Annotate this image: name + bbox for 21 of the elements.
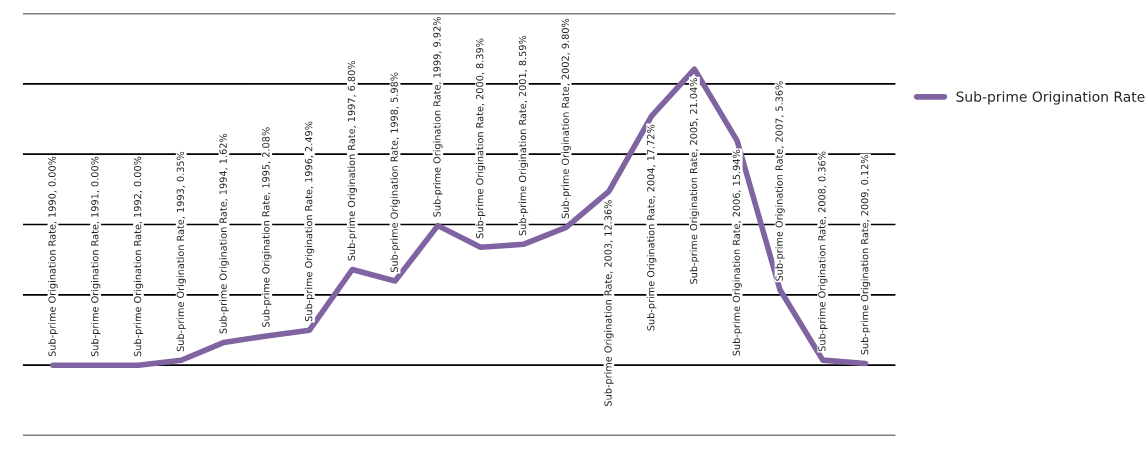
data-label: Sub-prime Origination Rate, 1999, 9.92% [433, 17, 443, 217]
data-label: Sub-prime Origination Rate, 1993, 0.35% [176, 151, 186, 352]
data-label: Sub-prime Origination Rate, 1990, 0.00% [48, 156, 58, 357]
data-label: Sub-prime Origination Rate, 2004, 17.72% [646, 124, 657, 331]
data-label: Sub-prime Origination Rate, 2005, 21.04% [689, 78, 700, 284]
data-label: Sub-prime Origination Rate, 2007, 5.36% [775, 81, 785, 281]
data-label: Sub-prime Origination Rate, 1997, 6.80% [347, 60, 357, 261]
data-label: Sub-prime Origination Rate, 2008, 0.36% [818, 151, 828, 352]
data-label: Sub-prime Origination Rate, 1991, 0.00% [90, 156, 101, 357]
data-label: Sub-prime Origination Rate, 2000, 8.39% [475, 38, 486, 239]
data-label: Sub-prime Origination Rate, 1995, 2.08% [262, 127, 272, 327]
data-label: Sub-prime Origination Rate, 2003, 12.36% [604, 200, 614, 406]
data-label: Sub-prime Origination Rate, 2009, 0.12% [860, 154, 871, 355]
data-label: Sub-prime Origination Rate, 2006, 15.94% [732, 149, 742, 356]
data-label: Sub-prime Origination Rate, 1996, 2.49% [304, 121, 315, 322]
data-label: Sub-prime Origination Rate, 1992, 0.00% [133, 156, 144, 357]
data-label: Sub-prime Origination Rate, 2002, 9.80% [561, 18, 571, 219]
legend-label: Sub-prime Origination Rate [956, 91, 1145, 105]
data-label: Sub-prime Origination Rate, 1994, 1.62% [219, 133, 229, 334]
data-label: Sub-prime Origination Rate, 1998, 5.98% [390, 72, 400, 273]
data-label: Sub-prime Origination Rate, 2001, 8.59% [518, 35, 529, 236]
